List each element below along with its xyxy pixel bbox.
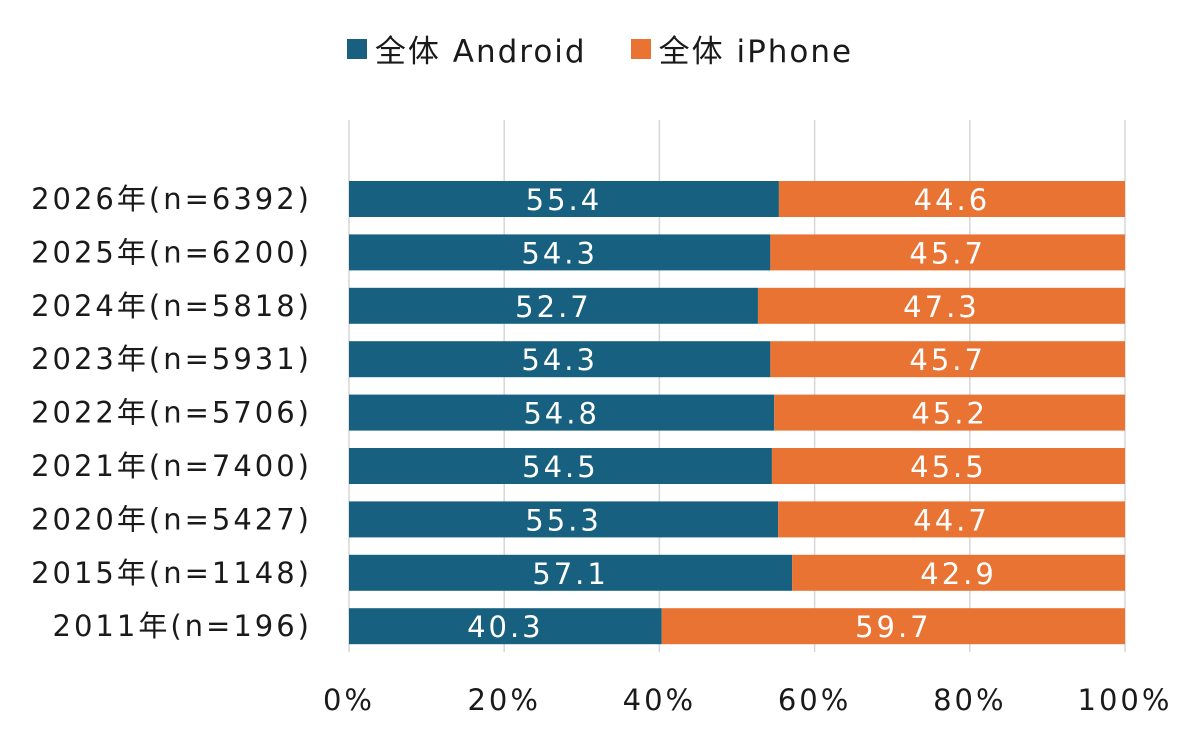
data-label: 45.7 (909, 236, 986, 270)
legend-label-iphone: 全体 iPhone (658, 34, 854, 70)
bar-segment-android (349, 448, 772, 484)
data-label: 54.3 (521, 236, 598, 270)
x-tick-label: 100% (1078, 683, 1173, 717)
data-label: 52.7 (515, 290, 592, 324)
data-label: 54.5 (522, 450, 599, 484)
category-label: 2026年(n=6392) (31, 182, 312, 216)
legend-item-android: 全体 Android (346, 26, 587, 71)
bar-segment-iphone (771, 448, 1125, 484)
data-label: 40.3 (467, 610, 544, 644)
data-label: 45.2 (911, 397, 988, 431)
legend-swatch-android (346, 38, 367, 59)
bar-segment-android (349, 554, 793, 591)
category-label: 2021年(n=7400) (31, 449, 312, 483)
bar-segment-android (349, 234, 771, 271)
legend-item-iphone: 全体 iPhone (630, 26, 854, 71)
category-label: 2023年(n=5931) (31, 342, 312, 376)
data-label: 45.5 (910, 450, 987, 484)
category-label: 2015年(n=1148) (31, 556, 312, 590)
x-tick-label: 0% (323, 683, 375, 717)
legend: 全体 Android 全体 iPhone (0, 26, 1200, 71)
bar-segment-android (349, 608, 662, 645)
legend-label-android: 全体 Android (374, 34, 587, 70)
data-label: 59.7 (855, 610, 932, 644)
x-tick-label: 60% (778, 683, 851, 717)
category-label: 2022年(n=5706) (31, 396, 312, 430)
category-label: 2020年(n=5427) (31, 502, 312, 536)
data-label: 42.9 (920, 557, 997, 591)
bar-segment-iphone (770, 341, 1125, 378)
category-label: 2011年(n=196) (53, 609, 312, 643)
bar-segment-android (349, 394, 775, 431)
bar-segment-android (349, 287, 758, 324)
data-label: 44.7 (913, 503, 990, 537)
bar-segment-android (349, 501, 779, 538)
data-label: 55.3 (525, 503, 602, 537)
category-label: 2024年(n=5818) (31, 289, 312, 323)
data-label: 44.6 (914, 183, 991, 217)
data-label: 57.1 (532, 557, 609, 591)
data-label: 54.8 (523, 397, 600, 431)
x-tick-label: 20% (467, 683, 540, 717)
x-tick-label: 40% (623, 683, 696, 717)
bar-segment-iphone (770, 234, 1125, 271)
bar-segment-iphone (661, 608, 1125, 645)
bar-segment-iphone (757, 287, 1125, 324)
category-label: 2025年(n=6200) (31, 235, 312, 269)
legend-swatch-iphone (630, 38, 651, 59)
bar-segment-android (349, 181, 779, 217)
data-label: 55.4 (526, 183, 603, 217)
bar-segment-iphone (774, 394, 1125, 431)
data-label: 54.3 (521, 343, 598, 377)
x-tick-label: 80% (933, 683, 1006, 717)
bar-segment-iphone (778, 181, 1125, 217)
bar-segment-iphone (778, 501, 1125, 538)
data-label: 47.3 (903, 290, 980, 324)
bar-segment-iphone (792, 554, 1125, 591)
bar-segment-android (349, 341, 771, 378)
data-label: 45.7 (909, 343, 986, 377)
